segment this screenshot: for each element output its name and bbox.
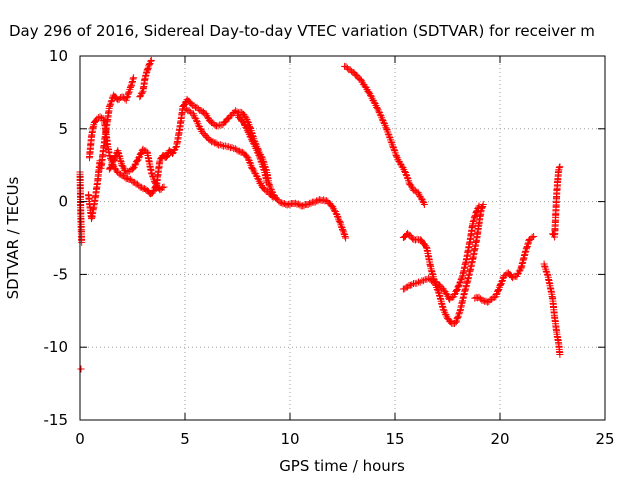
data-point-markers (399, 201, 487, 327)
y-tick-label: -15 (44, 411, 69, 429)
data-point-markers (136, 56, 155, 101)
x-tick-label: 10 (280, 430, 299, 448)
data-segment (549, 163, 564, 241)
data-point-markers (97, 74, 138, 172)
data-point-markers (399, 202, 483, 303)
plot-frame (79, 55, 606, 421)
x-tick-label: 5 (180, 430, 190, 448)
data-segment (84, 157, 104, 223)
chart-title: Day 296 of 2016, Sidereal Day-to-day VTE… (9, 22, 595, 40)
data-point-markers (181, 105, 277, 201)
x-tick-label: 25 (595, 430, 614, 448)
y-tick-label: -5 (53, 265, 68, 283)
data-segment (399, 202, 483, 303)
x-tick-label: 20 (490, 430, 509, 448)
data-segment (234, 111, 271, 187)
data-segment (540, 260, 564, 358)
y-tick-label: -10 (44, 338, 69, 356)
grid (80, 56, 605, 420)
data-segment (471, 233, 538, 306)
data-segment (136, 56, 155, 101)
data-segment (341, 62, 428, 208)
y-tick-label: 10 (49, 47, 68, 65)
y-axis-title: SDTVAR / TECUs (4, 176, 22, 299)
data-segment (97, 74, 138, 172)
data-markers (76, 56, 564, 373)
x-axis-title: GPS time / hours (279, 457, 405, 475)
data-segment (105, 145, 168, 194)
x-tick-label: 0 (75, 430, 85, 448)
y-tick-label: 0 (58, 193, 68, 211)
data-point-markers (549, 163, 564, 241)
x-tick-label: 15 (385, 430, 404, 448)
data-segment (399, 201, 487, 327)
data-point-markers (540, 260, 564, 358)
data-point-markers (77, 365, 85, 373)
data-point-markers (234, 111, 271, 187)
axis-ticks: 0 5 10 15 20 25 -15 -10 -5 0 5 10 (44, 47, 615, 448)
y-tick-label: 5 (58, 120, 68, 138)
data-point-markers (84, 157, 104, 223)
data-point-markers (105, 145, 168, 194)
data-point-markers (471, 233, 538, 306)
data-segment (181, 105, 277, 201)
data-point-markers (341, 62, 428, 208)
data-segment (77, 365, 85, 373)
